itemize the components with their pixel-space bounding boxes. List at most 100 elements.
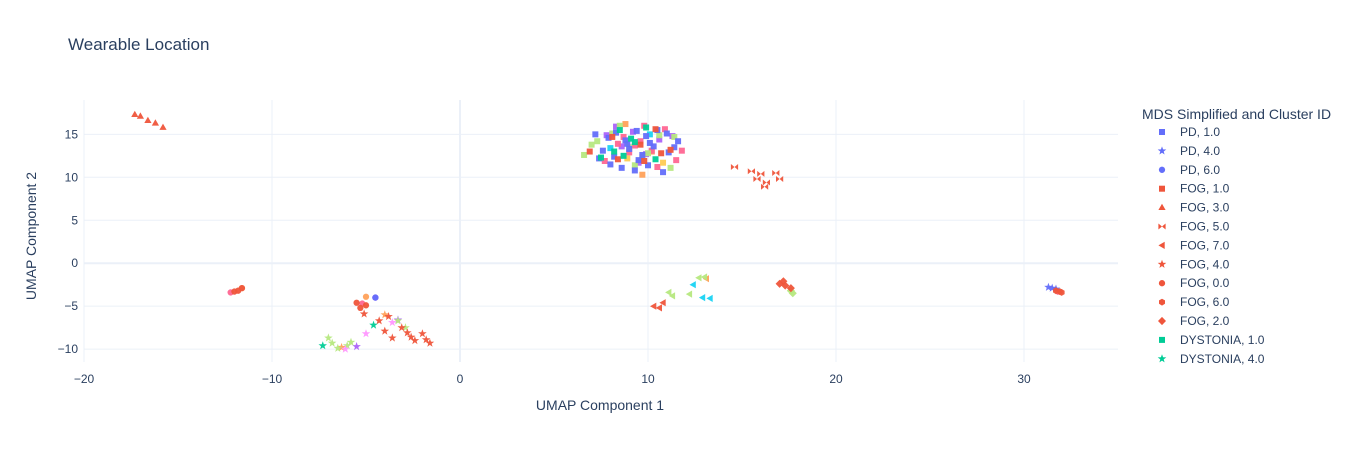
data-point xyxy=(406,332,416,341)
data-point xyxy=(631,142,638,149)
data-point xyxy=(362,293,370,300)
data-point xyxy=(159,123,167,130)
data-point xyxy=(631,162,638,169)
y-tick-label: −5 xyxy=(64,299,78,313)
data-point xyxy=(663,130,670,137)
data-point xyxy=(594,138,601,145)
data-point xyxy=(655,304,662,312)
data-point xyxy=(673,157,680,164)
data-point xyxy=(633,127,640,134)
data-point xyxy=(665,288,672,296)
data-point xyxy=(380,326,390,335)
data-point xyxy=(374,316,384,325)
data-point xyxy=(652,156,659,163)
legend-entry-label: DYSTONIA, 4.0 xyxy=(1180,352,1265,366)
data-point xyxy=(346,337,356,346)
data-point xyxy=(643,133,650,140)
data-point xyxy=(614,140,621,147)
data-point xyxy=(631,139,638,146)
data-point xyxy=(425,338,435,347)
data-point xyxy=(609,133,616,140)
data-point xyxy=(318,341,327,350)
y-tick-label: 0 xyxy=(71,256,78,270)
data-point xyxy=(695,274,702,282)
data-point xyxy=(388,333,397,342)
x-tick-label: −10 xyxy=(262,372,283,386)
data-point xyxy=(342,341,352,350)
data-point xyxy=(626,149,633,156)
data-point xyxy=(671,133,678,140)
data-point xyxy=(646,131,653,138)
x-tick-label: 10 xyxy=(641,372,655,386)
data-point xyxy=(592,131,599,138)
data-point xyxy=(352,342,361,351)
data-point xyxy=(648,147,655,154)
data-point xyxy=(622,121,629,128)
legend-marker xyxy=(1157,354,1167,363)
legend-title: MDS Simplified and Cluster ID xyxy=(1142,106,1331,122)
data-point xyxy=(757,170,765,177)
data-point xyxy=(637,138,644,145)
data-point xyxy=(353,299,360,306)
data-point xyxy=(698,294,706,302)
data-point xyxy=(333,343,343,352)
data-point xyxy=(631,167,638,174)
data-point xyxy=(357,304,364,312)
y-axis-title: UMAP Component 2 xyxy=(23,172,39,300)
data-point xyxy=(652,126,659,133)
data-point xyxy=(609,130,616,137)
data-point xyxy=(645,162,651,169)
data-point xyxy=(616,122,623,129)
data-point xyxy=(641,157,648,164)
data-point xyxy=(629,128,636,135)
data-point xyxy=(645,150,651,157)
data-point xyxy=(661,126,668,133)
data-point xyxy=(660,159,667,166)
data-point xyxy=(626,145,633,152)
data-point xyxy=(418,329,427,338)
data-point xyxy=(616,127,623,134)
plot-area[interactable] xyxy=(131,110,1065,353)
data-point xyxy=(689,281,696,289)
legend-marker xyxy=(1157,259,1167,268)
data-point xyxy=(393,316,403,325)
x-tick-label: 0 xyxy=(457,372,464,386)
grid xyxy=(83,100,1118,362)
data-point xyxy=(646,139,653,146)
data-point xyxy=(380,310,390,319)
x-tick-label: 30 xyxy=(1017,372,1031,386)
data-point xyxy=(772,170,780,176)
data-point xyxy=(628,135,635,142)
data-point xyxy=(144,116,152,123)
legend-marker xyxy=(1158,203,1166,210)
data-point xyxy=(611,153,618,160)
data-point xyxy=(779,277,788,286)
y-tick-label: 5 xyxy=(71,213,78,227)
legend-entry-label: FOG, 2.0 xyxy=(1180,314,1230,328)
data-point xyxy=(238,284,246,292)
legend-marker xyxy=(1159,336,1165,343)
data-point xyxy=(658,150,665,157)
data-point xyxy=(384,312,393,321)
y-axis-ticks: −10 −5 0 5 10 15 xyxy=(58,127,79,356)
legend-marker xyxy=(1158,241,1165,249)
data-point xyxy=(131,110,139,117)
y-tick-label: −10 xyxy=(58,342,79,356)
y-tick-label: 10 xyxy=(65,170,79,184)
data-point xyxy=(730,164,739,170)
data-point xyxy=(637,141,644,148)
data-point xyxy=(660,169,667,176)
legend-marker xyxy=(1158,316,1166,326)
data-point xyxy=(656,132,663,139)
data-point xyxy=(372,294,379,301)
data-point xyxy=(667,146,674,153)
data-point xyxy=(654,164,661,171)
x-axis-ticks: −20 −10 0 10 20 30 xyxy=(74,372,1031,386)
legend-marker xyxy=(1158,223,1166,230)
data-point xyxy=(671,144,678,151)
x-tick-label: 20 xyxy=(829,372,843,386)
data-point xyxy=(611,148,618,155)
legend-entry-label: PD, 6.0 xyxy=(1180,163,1220,177)
data-point xyxy=(362,302,370,309)
data-point xyxy=(762,179,770,186)
